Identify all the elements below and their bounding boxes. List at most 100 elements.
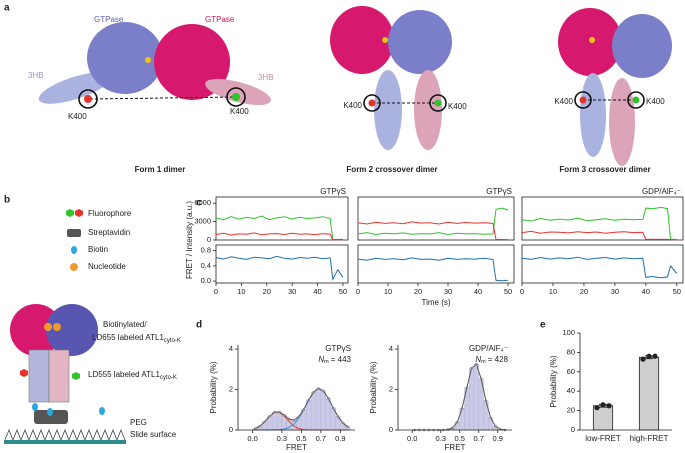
x-tick-label: 10 bbox=[384, 287, 392, 296]
hist-bar bbox=[469, 367, 475, 431]
data-point bbox=[640, 356, 646, 362]
trace bbox=[357, 257, 509, 282]
hist-point bbox=[475, 362, 478, 366]
chart-title: GDP/AlF₄⁻ bbox=[642, 187, 681, 196]
x-tick-label: 0.9 bbox=[493, 434, 503, 443]
label: LD555 labeled ATL1cyto-K bbox=[88, 370, 177, 380]
x-axis-label: FRET bbox=[286, 443, 307, 452]
y-tick-label: 4 bbox=[229, 344, 233, 353]
y-tick-label: 0 bbox=[571, 425, 575, 434]
structure-form1: GTPase GTPase 3HB 3HB K400 K400 Form 1 d… bbox=[28, 15, 274, 174]
annotation: Nm = 428 bbox=[475, 355, 508, 365]
hist-point bbox=[470, 366, 473, 370]
x-tick-label: 40 bbox=[642, 287, 650, 296]
x-tick-label: 20 bbox=[414, 287, 422, 296]
y-tick-label: 0 bbox=[229, 425, 233, 434]
panel-label: b bbox=[4, 195, 10, 206]
hist-bar bbox=[320, 390, 326, 431]
trace bbox=[215, 215, 343, 241]
x-tick-label: 30 bbox=[444, 287, 452, 296]
hist-point bbox=[273, 410, 276, 414]
caption: Form 1 dimer bbox=[135, 165, 186, 174]
hist-point bbox=[322, 389, 325, 393]
hist-point bbox=[263, 420, 267, 424]
residue-label: K400 bbox=[230, 107, 249, 116]
label-text: LD555 labeled ATL1 bbox=[88, 370, 160, 379]
hist-point bbox=[283, 413, 286, 417]
y-tick-label: 80 bbox=[567, 347, 575, 356]
hist-point bbox=[494, 424, 497, 428]
x-tick-label: 50 bbox=[673, 287, 681, 296]
hist-bar bbox=[315, 388, 322, 431]
x-tick-label: 40 bbox=[474, 287, 482, 296]
y-tick-label: 0 bbox=[389, 425, 393, 434]
trace bbox=[215, 232, 343, 241]
y-axis-label: Probability (%) bbox=[209, 361, 218, 413]
axis-line bbox=[579, 333, 672, 431]
annotation: GDP/AlF₄⁻ bbox=[469, 344, 508, 353]
x-axis-label: FRET bbox=[445, 443, 466, 452]
residue-label: K400 bbox=[448, 102, 467, 111]
label: Biotinylated/ bbox=[103, 320, 147, 329]
hist-bar bbox=[310, 391, 317, 431]
domain-label: 3HB bbox=[258, 73, 274, 82]
hist-point bbox=[446, 428, 450, 431]
y-tick-label: 2 bbox=[389, 385, 393, 394]
y-tick-label: 0.8 bbox=[201, 246, 211, 255]
x-tick-label: 10 bbox=[549, 287, 557, 296]
chart-title: GTPγS bbox=[486, 187, 512, 196]
hist-point bbox=[336, 415, 340, 418]
n-value: = 428 bbox=[488, 355, 509, 364]
n-symbol: N bbox=[318, 355, 324, 364]
y-tick-label: 0.4 bbox=[201, 261, 211, 270]
caption: Form 2 crossover dimer bbox=[346, 165, 437, 174]
hist-bar bbox=[473, 364, 479, 431]
hist-point bbox=[258, 424, 262, 428]
hist-point bbox=[297, 415, 301, 418]
trace bbox=[357, 221, 509, 241]
hist-point bbox=[307, 398, 310, 402]
x-tick-label: 50 bbox=[339, 287, 347, 296]
y-tick-label: 40 bbox=[567, 386, 575, 395]
schematic: Fluorophore Streptavidin Biotin Nucleoti… bbox=[4, 209, 181, 444]
hist-point bbox=[302, 408, 306, 411]
hist-point bbox=[331, 406, 335, 410]
panel-label: e bbox=[540, 320, 546, 331]
x-tick-label: 0.7 bbox=[316, 434, 326, 443]
y-tick-label: 3000 bbox=[194, 217, 211, 226]
data-point bbox=[646, 353, 652, 359]
x-tick-label: 30 bbox=[288, 287, 296, 296]
plot-frame bbox=[521, 244, 684, 284]
hist-point bbox=[484, 399, 488, 402]
chart-title: GTPγS bbox=[320, 187, 346, 196]
trace bbox=[357, 207, 509, 236]
n-sub: m bbox=[481, 359, 486, 365]
x-tick-label: 20 bbox=[263, 287, 271, 296]
structure-form2: K400 K400 Form 2 crossover dimer bbox=[330, 6, 467, 174]
hist-bar bbox=[271, 411, 278, 431]
residue-label: K400 bbox=[554, 97, 573, 106]
legend-label: Nucleotide bbox=[88, 262, 126, 271]
x-tick-label: 0.5 bbox=[296, 434, 306, 443]
panel-label: c bbox=[196, 198, 202, 209]
x-tick-label: high-FRET bbox=[630, 434, 669, 443]
x-tick-label: 30 bbox=[611, 287, 619, 296]
hist-point bbox=[460, 406, 464, 410]
y-tick-label: 0.0 bbox=[201, 276, 211, 285]
y-axis-label: Probability (%) bbox=[369, 361, 378, 413]
data-point bbox=[600, 402, 606, 408]
trace bbox=[521, 256, 678, 279]
hist-point bbox=[268, 414, 271, 418]
x-tick-label: 0 bbox=[520, 287, 524, 296]
residue-label: K400 bbox=[68, 112, 87, 121]
plot-frame bbox=[357, 196, 515, 241]
y-axis-label: Probability (%) bbox=[549, 355, 558, 407]
residue-label: K400 bbox=[343, 101, 362, 110]
hist-point bbox=[346, 425, 349, 429]
y-tick-label: 0 bbox=[207, 235, 211, 244]
x-tick-label: 40 bbox=[313, 287, 321, 296]
x-tick-label: 0.3 bbox=[277, 434, 287, 443]
hist-bar bbox=[276, 411, 283, 431]
